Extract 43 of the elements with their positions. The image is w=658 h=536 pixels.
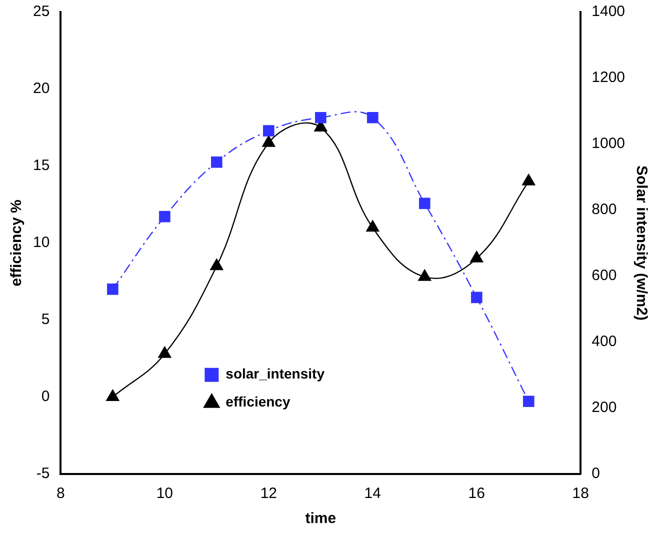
y2-axis-title: Solar intensity (w/m2) <box>632 165 650 321</box>
point <box>366 220 380 232</box>
point <box>522 173 536 186</box>
legend-label: efficiency <box>226 394 290 410</box>
point <box>107 284 118 295</box>
y-tick-label: 20 <box>32 80 50 98</box>
y-tick-label: 0 <box>41 388 50 406</box>
y2-tick-label: 0 <box>592 465 600 482</box>
y2-tick-label: 400 <box>592 333 617 350</box>
point <box>470 292 482 304</box>
y2-tick-label: 1000 <box>592 135 626 152</box>
y2-tick-label: 1400 <box>592 3 626 20</box>
y2-tick-label: 1200 <box>592 69 626 86</box>
y-tick-label: 15 <box>32 157 50 174</box>
point <box>158 346 172 358</box>
x-tick-label: 16 <box>468 485 485 502</box>
point <box>315 112 326 124</box>
x-tick-label: 8 <box>56 485 65 502</box>
y-tick-label: 25 <box>32 3 50 20</box>
x-tick-label: 18 <box>572 485 589 502</box>
y2-tick-label: 800 <box>592 201 617 218</box>
x-tick-label: 10 <box>156 485 174 502</box>
y-axis-title: efficiency % <box>8 200 26 286</box>
y-tick-label: 10 <box>32 234 50 252</box>
point <box>366 112 378 124</box>
x-tick-label: 12 <box>260 485 278 502</box>
point <box>470 250 484 262</box>
y2-tick-label: 200 <box>592 399 617 416</box>
point <box>418 268 432 281</box>
point <box>210 258 224 270</box>
point <box>522 396 534 408</box>
x-tick-label: 14 <box>364 485 381 502</box>
x-axis-title: time <box>305 510 336 528</box>
legend-label: solar_intensity <box>226 366 325 382</box>
point <box>106 389 120 401</box>
point <box>159 210 170 222</box>
point <box>418 198 430 210</box>
point <box>263 125 274 136</box>
y-tick-label: 5 <box>41 311 50 328</box>
point <box>262 134 276 147</box>
point <box>211 156 222 168</box>
y-tick-label: -5 <box>36 465 50 482</box>
y2-tick-label: 600 <box>592 267 617 284</box>
